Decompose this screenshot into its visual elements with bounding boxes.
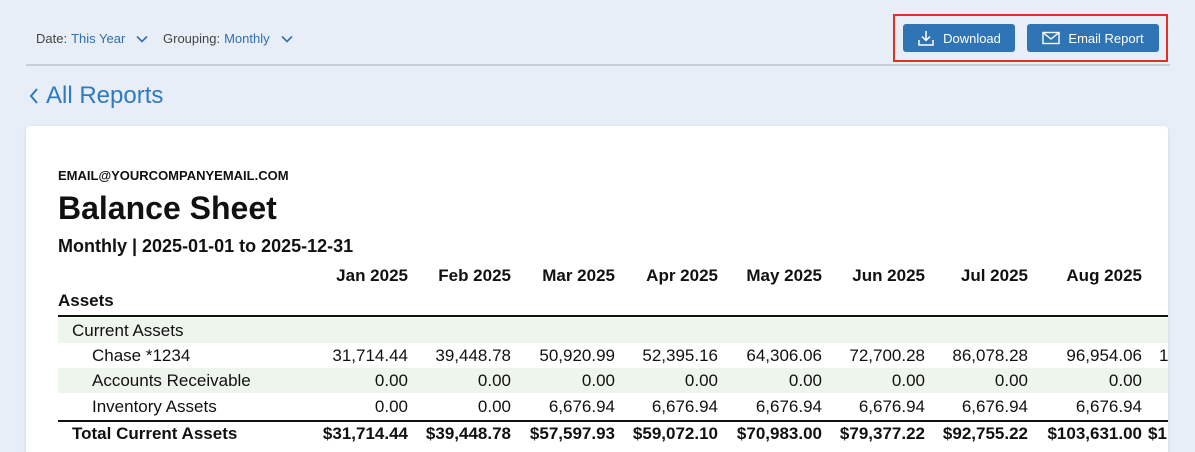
- report-toolbar: Date: This Year Grouping: Monthly: [26, 0, 1170, 66]
- grouping-filter-label: Grouping:: [163, 31, 221, 46]
- cell-value: 6,676.94: [755, 397, 822, 416]
- column-header: Feb 2025: [438, 266, 511, 285]
- column-header: Apr 2025: [646, 266, 718, 285]
- cell-value: 6,676.94: [858, 397, 925, 416]
- download-label: Download: [943, 30, 1001, 46]
- chevron-down-icon: [136, 35, 148, 43]
- cell-value: 86,078.28: [952, 346, 1028, 365]
- cell-value: $103,631.00: [1047, 424, 1142, 443]
- column-header: Aug 2025: [1066, 266, 1142, 285]
- table-row: Accounts Receivable 0.00 0.00 0.00 0.00 …: [58, 368, 1168, 393]
- cell-value: $59,072.10: [632, 424, 718, 443]
- grouping-filter-value: Monthly: [224, 31, 270, 46]
- cell-value: 0.00: [374, 397, 408, 416]
- date-filter[interactable]: Date: This Year: [36, 31, 149, 46]
- cell-value: 6,676.94: [1075, 397, 1142, 416]
- row-label: Inventory Assets: [92, 397, 217, 416]
- row-label: Chase *1234: [92, 346, 191, 365]
- cell-value: 0.00: [891, 371, 925, 390]
- row-label: Current Assets: [72, 321, 184, 340]
- all-reports-link[interactable]: All Reports: [28, 82, 163, 110]
- cell-value: 52,395.16: [642, 346, 718, 365]
- date-filter-label: Date:: [36, 31, 68, 46]
- download-button[interactable]: Download: [903, 24, 1015, 52]
- cell-value: 6,676.94: [651, 397, 718, 416]
- cell-value-truncated: $1: [1148, 424, 1167, 443]
- table-row: Current Assets: [58, 318, 1168, 343]
- cell-value: 0.00: [788, 371, 822, 390]
- column-header: Jun 2025: [852, 266, 925, 285]
- company-email: EMAIL@YOURCOMPANYEMAIL.COM: [58, 168, 289, 183]
- date-filter-value: This Year: [71, 31, 126, 46]
- chevron-left-icon: [29, 88, 38, 104]
- envelope-icon: [1042, 31, 1061, 45]
- column-header: Jul 2025: [960, 266, 1028, 285]
- cell-value: $39,448.78: [425, 424, 511, 443]
- cell-value: $70,983.00: [736, 424, 822, 443]
- table-row: Total Current Assets $31,714.44 $39,448.…: [58, 421, 1168, 446]
- cell-value: $92,755.22: [942, 424, 1028, 443]
- section-heading: Assets: [58, 291, 114, 310]
- cell-value: $31,714.44: [322, 424, 408, 443]
- cell-value: 0.00: [477, 371, 511, 390]
- report-subtitle: Monthly | 2025-01-01 to 2025-12-31: [58, 236, 354, 256]
- cell-value: 6,676.94: [548, 397, 615, 416]
- cell-value: 50,920.99: [539, 346, 615, 365]
- cell-value: 6,676.94: [961, 397, 1028, 416]
- chevron-down-icon: [281, 35, 293, 43]
- cell-value: 64,306.06: [746, 346, 822, 365]
- row-label: Accounts Receivable: [92, 371, 251, 390]
- section-rule: [58, 315, 1168, 317]
- cell-value: 0.00: [994, 371, 1028, 390]
- report-title: Balance Sheet: [58, 190, 277, 226]
- cell-value: 31,714.44: [332, 346, 408, 365]
- cell-value: 0.00: [581, 371, 615, 390]
- cell-value: 96,954.06: [1066, 346, 1142, 365]
- column-header: Mar 2025: [542, 266, 615, 285]
- grouping-filter[interactable]: Grouping: Monthly: [163, 31, 294, 46]
- cell-value: $57,597.93: [529, 424, 615, 443]
- email-report-label: Email Report: [1068, 30, 1144, 46]
- email-report-button[interactable]: Email Report: [1027, 24, 1159, 52]
- column-header: May 2025: [746, 266, 822, 285]
- cell-value: 0.00: [374, 371, 408, 390]
- row-label: Total Current Assets: [72, 424, 238, 443]
- cell-value: $79,377.22: [839, 424, 925, 443]
- total-rule: [58, 420, 1168, 422]
- cell-value: 0.00: [477, 397, 511, 416]
- cell-value: 72,700.28: [849, 346, 925, 365]
- cell-value: 39,448.78: [435, 346, 511, 365]
- column-header: Jan 2025: [336, 266, 408, 285]
- report-card: EMAIL@YOURCOMPANYEMAIL.COM Balance Sheet…: [26, 126, 1168, 452]
- cell-value-truncated: 1: [1159, 346, 1168, 365]
- action-buttons-highlight: [893, 14, 1168, 62]
- table-row: Inventory Assets 0.00 0.00 6,676.94 6,67…: [58, 394, 1168, 419]
- table-row: Chase *1234 31,714.44 39,448.78 50,920.9…: [58, 343, 1168, 368]
- download-icon: [918, 31, 934, 46]
- cell-value: 0.00: [684, 371, 718, 390]
- all-reports-label: All Reports: [46, 82, 164, 109]
- cell-value: 0.00: [1108, 371, 1142, 390]
